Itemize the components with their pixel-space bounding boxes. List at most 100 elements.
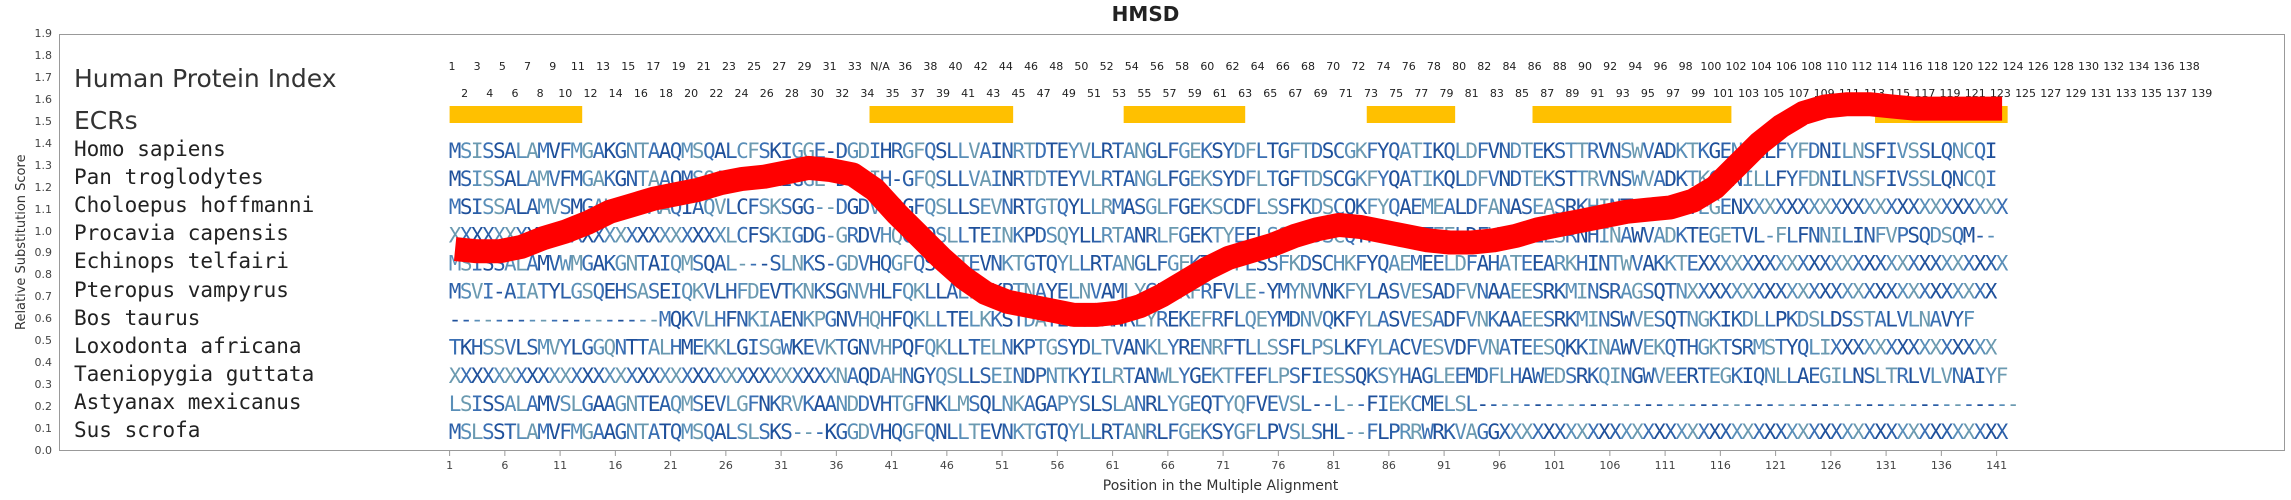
sequence-residue: L <box>957 420 970 444</box>
sequence-residue: N <box>935 420 948 444</box>
sequence-residue: L <box>924 308 937 332</box>
sequence-residue: E <box>603 280 616 304</box>
sequence-residue: X <box>1929 336 1942 360</box>
sequence-residue: X <box>1786 251 1799 275</box>
sequence-residue: - <box>603 308 616 332</box>
sequence-residue: G <box>581 336 594 360</box>
sequence-residue: K <box>1200 223 1213 247</box>
sequence-residue: F <box>913 167 926 191</box>
sequence-residue: L <box>1443 392 1456 416</box>
sequence-residue: - <box>1985 392 1998 416</box>
y-tick-label: 0.4 <box>34 356 53 370</box>
sequence-residue: K <box>1068 364 1081 388</box>
sequence-residue: Q <box>880 251 893 275</box>
sequence-residue: G <box>581 139 594 163</box>
sequence-residue: X <box>1952 280 1965 304</box>
sequence-residue: Y <box>1355 308 1368 332</box>
sequence-residue: K <box>791 280 804 304</box>
sequence-residue: K <box>913 308 926 332</box>
sequence-residue: X <box>758 364 771 388</box>
sequence-residue: R <box>1101 223 1114 247</box>
sequence-residue: N <box>1134 336 1147 360</box>
sequence-residue: T <box>1410 139 1423 163</box>
sequence-residue: G <box>1045 336 1058 360</box>
sequence-residue: T <box>1521 139 1534 163</box>
sequence-residue: W <box>559 251 572 275</box>
sequence-residue: Q <box>1554 336 1567 360</box>
sequence-residue: X <box>526 364 539 388</box>
sequence-residue: Q <box>1941 167 1954 191</box>
sequence-residue: X <box>1742 420 1755 444</box>
sequence-residue: V <box>504 336 517 360</box>
sequence-residue: N <box>1079 280 1092 304</box>
sequence-residue: V <box>968 139 981 163</box>
sequence-residue: X <box>1907 420 1920 444</box>
sequence-residue: X <box>1985 336 1998 360</box>
sequence-residue: S <box>1211 167 1224 191</box>
sequence-residue: G <box>824 308 837 332</box>
sequence-residue: S <box>460 392 473 416</box>
sequence-residue: K <box>769 139 782 163</box>
sequence-residue: G <box>1134 251 1147 275</box>
sequence-residue: L <box>1907 364 1920 388</box>
species-name: Taeniopygia guttata <box>74 361 315 386</box>
sequence-residue: E <box>1532 139 1545 163</box>
sequence-residue: X <box>1863 280 1876 304</box>
sequence-residue: D <box>1797 308 1810 332</box>
sequence-residue: X <box>1885 251 1898 275</box>
sequence-residue: - <box>1708 392 1721 416</box>
sequence-residue: L <box>935 280 948 304</box>
sequence-residue: A <box>1929 308 1942 332</box>
sequence-residue: K <box>1708 308 1721 332</box>
human-index-label: 14 <box>609 87 623 100</box>
sequence-residue: K <box>1432 139 1445 163</box>
sequence-residue: D <box>858 139 871 163</box>
sequence-residue: M <box>537 195 550 219</box>
sequence-residue: D <box>1510 167 1523 191</box>
sequence-residue: Q <box>670 308 683 332</box>
human-index-label: 35 <box>886 87 900 100</box>
sequence-residue: A <box>1543 195 1556 219</box>
sequence-residue: V <box>548 139 561 163</box>
sequence-residue: A <box>1510 195 1523 219</box>
sequence-residue: - <box>1985 223 1998 247</box>
sequence-residue: S <box>1863 364 1876 388</box>
sequence-residue: - <box>526 308 539 332</box>
sequence-residue: X <box>1918 251 1931 275</box>
sequence-residue: V <box>1487 167 1500 191</box>
sequence-residue: L <box>1079 251 1092 275</box>
sequence-residue: A <box>1499 308 1512 332</box>
sequence-residue: E <box>1410 308 1423 332</box>
sequence-residue: L <box>1068 251 1081 275</box>
human-index-label: 66 <box>1276 60 1290 73</box>
sequence-residue: A <box>1123 392 1136 416</box>
sequence-residue: G <box>847 420 860 444</box>
sequence-residue: - <box>813 420 826 444</box>
ecr-bar <box>1366 106 1456 123</box>
human-index-label: 129 <box>2065 87 2086 100</box>
sequence-residue: P <box>1034 364 1047 388</box>
sequence-residue: V <box>1631 251 1644 275</box>
sequence-residue: D <box>1311 195 1324 219</box>
sequence-residue: I <box>990 167 1003 191</box>
human-index-label: 4 <box>486 87 493 100</box>
sequence-residue: X <box>482 364 495 388</box>
sequence-residue: - <box>1697 392 1710 416</box>
sequence-residue: H <box>880 420 893 444</box>
sequence-residue: G <box>1278 139 1291 163</box>
sequence-residue: X <box>1697 420 1710 444</box>
sequence-residue: Q <box>902 336 915 360</box>
sequence-residue: A <box>979 167 992 191</box>
sequence-residue: I <box>1830 167 1843 191</box>
sequence-residue: X <box>1697 280 1710 304</box>
sequence-residue: A <box>1642 251 1655 275</box>
sequence-residue: X <box>1974 195 1987 219</box>
sequence-residue: K <box>1366 364 1379 388</box>
sequence-residue: L <box>1156 336 1169 360</box>
human-index-label: 62 <box>1225 60 1239 73</box>
sequence-residue: A <box>659 392 672 416</box>
sequence-residue: Y <box>1167 336 1180 360</box>
sequence-residue: R <box>1145 392 1158 416</box>
sequence-residue: E <box>1057 139 1070 163</box>
sequence-residue: F <box>747 392 760 416</box>
